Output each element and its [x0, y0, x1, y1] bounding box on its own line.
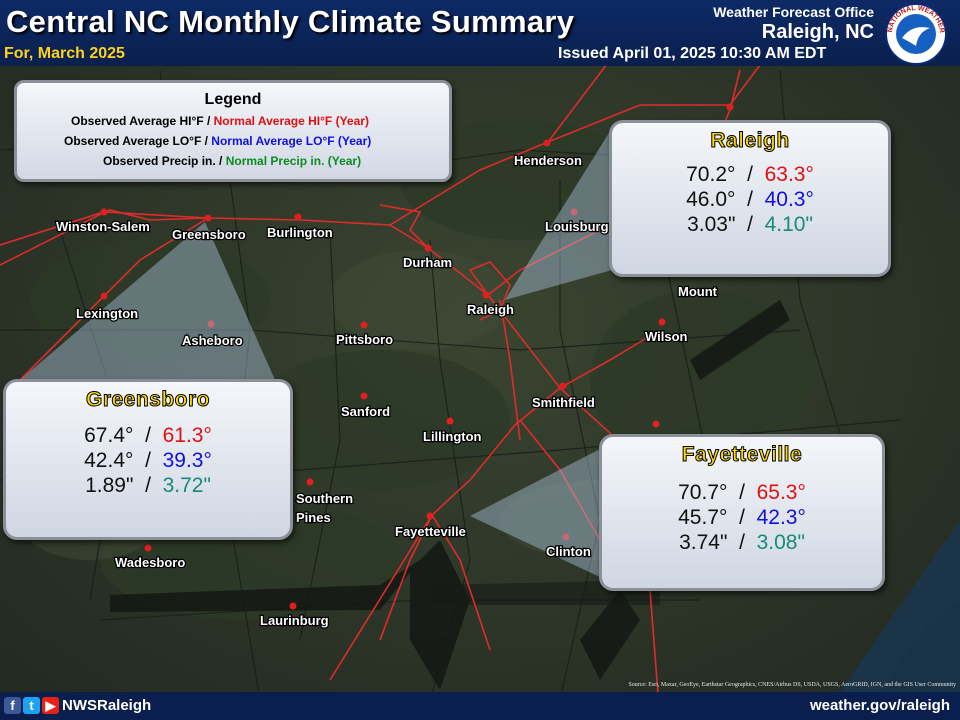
hi-normal: 63.3°: [764, 163, 814, 186]
raleigh-callout: [505, 128, 612, 300]
hi-normal: 65.3°: [756, 481, 806, 504]
legend-precip-observed: Observed Precip in. /: [103, 154, 226, 168]
hi-row: 67.4° / 61.3°: [84, 424, 212, 447]
city-label: Wadesboro: [115, 555, 185, 570]
legend-lo-normal: Normal Average LO°F (Year): [211, 134, 372, 148]
fayetteville-summary-box: Fayetteville 70.7° / 65.3° 45.7° / 42.3°…: [599, 434, 885, 591]
city-label: Pittsboro: [336, 332, 393, 347]
twitter-icon[interactable]: t: [23, 697, 40, 714]
lo-observed: 46.0°: [686, 188, 736, 211]
noaa-nws-logo: NATIONAL WEATHER SERVICE: [884, 2, 947, 65]
hi-normal: 61.3°: [162, 424, 212, 447]
hi-row: 70.7° / 65.3°: [678, 481, 806, 504]
precip-normal: 3.08": [756, 531, 805, 554]
legend-hi-observed: Observed Average HI°F /: [71, 114, 214, 128]
issued-time: Issued April 01, 2025 10:30 AM EDT: [558, 45, 827, 62]
greensboro-summary-box: Greensboro 67.4° / 61.3° 42.4° / 39.3° 1…: [3, 379, 293, 540]
page-title: Central NC Monthly Climate Summary: [6, 4, 575, 39]
precip-row: 1.89" / 3.72": [85, 474, 211, 497]
city-label: Southern: [296, 491, 353, 506]
lo-normal: 40.3°: [764, 188, 814, 211]
lo-row: 46.0° / 40.3°: [686, 188, 814, 211]
lo-row: 42.4° / 39.3°: [84, 449, 212, 472]
fayetteville-callout: [470, 448, 602, 578]
station-name: Fayetteville: [681, 443, 803, 467]
raleigh-summary-box: Raleigh 70.2° / 63.3° 46.0° / 40.3° 3.03…: [609, 120, 891, 277]
hi-observed: 70.7°: [678, 481, 728, 504]
city-label: Burlington: [267, 225, 333, 240]
city-label: Durham: [403, 255, 452, 270]
city-label: Lexington: [76, 306, 138, 321]
website-link[interactable]: weather.gov/raleigh: [809, 697, 950, 714]
precip-row: 3.74" / 3.08": [679, 531, 805, 554]
precip-normal: 3.72": [162, 474, 211, 497]
legend-hi: Observed Average HI°F / Normal Average H…: [71, 114, 369, 128]
header-bar: [0, 0, 960, 66]
legend-hi-normal: Normal Average HI°F (Year): [213, 114, 369, 128]
precip-observed: 1.89": [85, 474, 134, 497]
greensboro-callout: [20, 222, 275, 380]
legend-precip-normal: Normal Precip in. (Year): [225, 154, 362, 168]
city-label: Greensboro: [172, 227, 246, 242]
hi-observed: 70.2°: [686, 163, 736, 186]
city-label: Raleigh: [467, 302, 514, 317]
legend-lo-observed: Observed Average LO°F /: [64, 134, 212, 148]
legend-title: Legend: [204, 91, 262, 108]
city-label: Pines: [296, 510, 331, 525]
precip-normal: 4.10": [764, 213, 813, 236]
facebook-icon[interactable]: f: [4, 697, 21, 714]
lo-row: 45.7° / 42.3°: [678, 506, 806, 529]
station-name: Greensboro: [85, 388, 211, 412]
city-label: Winston-Salem: [56, 219, 150, 234]
map-credits: Source: Esri, Maxar, GeoEye, Earthstar G…: [628, 682, 956, 688]
social-icons: f t ▶: [4, 697, 59, 714]
period-label: For, March 2025: [4, 45, 125, 62]
city-label: Smithfield: [532, 395, 595, 410]
legend-box: Legend Observed Average HI°F / Normal Av…: [14, 80, 452, 182]
lo-observed: 42.4°: [84, 449, 134, 472]
lo-normal: 42.3°: [756, 506, 806, 529]
footer-bar: [0, 692, 960, 720]
lo-observed: 45.7°: [678, 506, 728, 529]
city-label: Asheboro: [182, 333, 243, 348]
city-label: Fayetteville: [395, 524, 466, 539]
city-label: Louisburg: [545, 219, 609, 234]
precip-observed: 3.03": [687, 213, 736, 236]
city-label: Lillington: [423, 429, 482, 444]
precip-row: 3.03" / 4.10": [687, 213, 813, 236]
city-label: Laurinburg: [260, 613, 329, 628]
precip-observed: 3.74": [679, 531, 728, 554]
city-label: Mount: [678, 284, 718, 299]
legend-precip: Observed Precip in. / Normal Precip in. …: [103, 154, 361, 168]
hi-observed: 67.4°: [84, 424, 134, 447]
legend-lo: Observed Average LO°F / Normal Average L…: [64, 134, 371, 148]
social-handle[interactable]: NWSRaleigh: [62, 697, 152, 714]
hi-row: 70.2° / 63.3°: [686, 163, 814, 186]
office-city: Raleigh, NC: [761, 21, 874, 43]
city-label: Sanford: [341, 404, 390, 419]
youtube-icon[interactable]: ▶: [42, 697, 59, 714]
city-label: Wilson: [645, 329, 688, 344]
city-label: Clinton: [546, 544, 591, 559]
office-line1: Weather Forecast Office: [713, 4, 874, 20]
station-name: Raleigh: [710, 129, 790, 153]
lo-normal: 39.3°: [162, 449, 212, 472]
city-label: Henderson: [514, 153, 582, 168]
